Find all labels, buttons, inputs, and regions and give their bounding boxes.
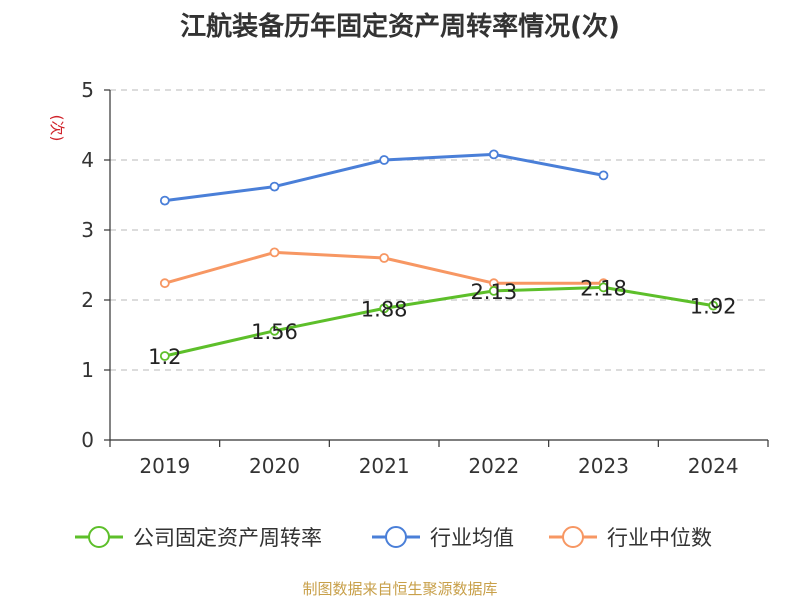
y-tick-label: 0 [81, 428, 94, 452]
data-labels: 1.2 1.56 1.88 2.13 2.18 1.92 [148, 276, 736, 369]
series-lines [164, 152, 714, 358]
legend-marker [385, 526, 407, 548]
x-tick-label: 2019 [139, 454, 190, 478]
y-tick-label: 3 [81, 218, 94, 242]
legend-marker [562, 526, 584, 548]
data-label: 1.56 [251, 320, 298, 344]
legend: 公司固定资产周转率 行业均值 行业中位数 [75, 526, 712, 550]
data-point [488, 149, 499, 160]
y-tick-label: 2 [81, 288, 94, 312]
data-point [269, 325, 280, 336]
data-point [159, 351, 170, 361]
chart-title: 江航装备历年固定资产周转率情况(次) [180, 12, 620, 42]
data-point [598, 170, 609, 181]
legend-label: 行业均值 [430, 526, 514, 550]
y-tick-label: 5 [81, 78, 94, 102]
data-point [488, 285, 499, 296]
data-point [159, 195, 170, 206]
data-point [379, 253, 390, 263]
data-point [159, 278, 170, 289]
y-axis-unit-label: (次) [48, 115, 66, 142]
data-point [598, 282, 609, 293]
gridlines [110, 89, 768, 371]
x-tick-label: 2020 [249, 454, 300, 478]
series-line [164, 285, 714, 358]
series-points [159, 149, 719, 361]
source-note: 制图数据来自恒生聚源数据库 [302, 580, 498, 598]
x-tick-label: 2022 [468, 454, 519, 478]
legend-marker [88, 526, 110, 548]
data-point [269, 247, 280, 258]
data-label: 2.13 [470, 280, 517, 304]
legend-label: 行业中位数 [607, 526, 712, 550]
axes: 0 1 2 3 4 5 2019 2020 2021 2022 2023 2024 [81, 78, 769, 478]
data-label: 1.2 [148, 345, 181, 369]
legend-label: 公司固定资产周转率 [133, 526, 322, 550]
x-tick-label: 2024 [688, 454, 739, 478]
data-point [379, 155, 390, 165]
data-point [269, 181, 280, 192]
data-label: 1.88 [361, 297, 408, 321]
data-point [708, 300, 719, 311]
data-point [379, 303, 390, 314]
x-tick-label: 2023 [578, 454, 629, 478]
data-label: 2.18 [580, 276, 627, 300]
x-tick-label: 2021 [359, 454, 410, 478]
y-tick-label: 1 [81, 358, 94, 382]
y-tick-label: 4 [81, 148, 94, 172]
data-label: 1.92 [690, 295, 737, 319]
